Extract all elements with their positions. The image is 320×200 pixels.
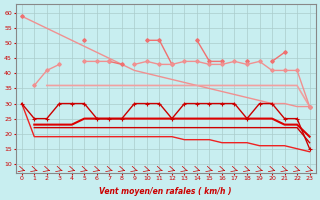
X-axis label: Vent moyen/en rafales ( km/h ): Vent moyen/en rafales ( km/h ) [100,187,232,196]
